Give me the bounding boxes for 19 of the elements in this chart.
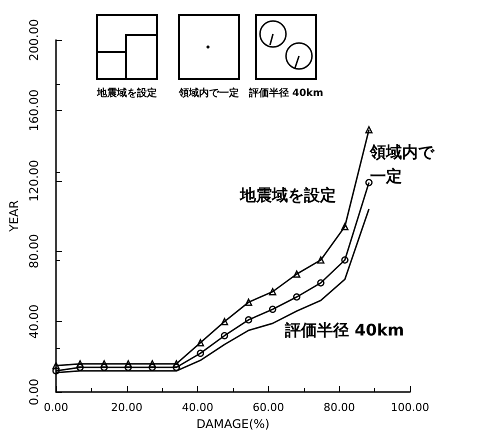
- y-tick-label: 80.00: [27, 234, 41, 268]
- x-tick-label: 100.00: [390, 401, 430, 414]
- series-label: 評価半径 40km: [284, 320, 404, 340]
- series-label: 地震域を設定: [239, 186, 336, 204]
- annotation: 評価半径 40km: [248, 86, 324, 100]
- series-label: 領域内で一定: [369, 142, 435, 186]
- x-tick-label: 60.00: [252, 401, 284, 414]
- y-axis-title: YEAR: [7, 200, 21, 233]
- annotation: 領域内で一定: [178, 86, 240, 100]
- x-tick-label: 80.00: [323, 401, 355, 414]
- y-tick-label: 40.00: [27, 304, 41, 339]
- y-tick-label: 200.00: [27, 19, 41, 61]
- y-tick-label: 160.00: [27, 89, 41, 132]
- y-tick-label: 120.00: [27, 160, 41, 202]
- x-tick-label: 0.00: [44, 401, 68, 414]
- x-axis-title: DAMAGE(%): [196, 417, 270, 431]
- x-tick-label: 40.00: [182, 401, 214, 414]
- x-tick-label: 20.00: [111, 401, 143, 414]
- annotation: 地震域を設定: [96, 86, 158, 100]
